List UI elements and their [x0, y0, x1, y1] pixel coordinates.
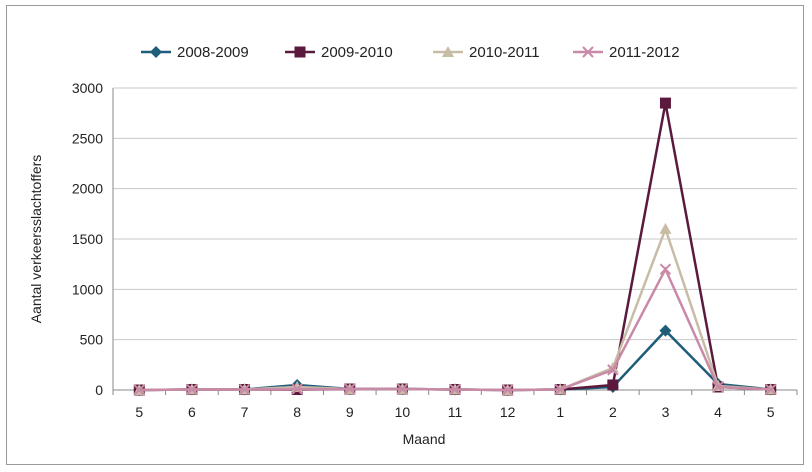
data-point-stroke [659, 263, 672, 275]
data-point-stroke [607, 364, 619, 376]
y-tick-label: 500 [80, 332, 104, 348]
y-tick-label: 1500 [72, 231, 103, 247]
data-point-stroke [291, 383, 303, 395]
x-tick-label: 4 [714, 404, 722, 420]
data-point-stroke [186, 383, 198, 396]
data-point [607, 379, 619, 391]
legend-item: 2009-2010 [285, 44, 393, 61]
data-point [449, 383, 461, 396]
data-point [294, 46, 306, 58]
x-tick-label: 3 [662, 404, 670, 420]
data-point-stroke [501, 384, 514, 396]
data-point [186, 383, 198, 396]
legend-label: 2011-2012 [609, 44, 680, 61]
data-point [501, 384, 514, 396]
data-point [582, 46, 594, 58]
y-tick-label: 0 [95, 382, 103, 398]
x-tick-label: 12 [500, 404, 516, 420]
x-tick-label: 2 [609, 404, 617, 420]
legend-label: 2010-2011 [469, 44, 540, 61]
data-point [238, 383, 251, 396]
legend-item: 2011-2012 [573, 44, 680, 61]
legend-item: 2010-2011 [433, 44, 540, 61]
data-point-stroke [238, 383, 251, 396]
series-group [133, 97, 777, 396]
data-point-stroke [764, 383, 777, 396]
x-tick-label: 9 [346, 404, 354, 420]
gridlines [113, 87, 797, 341]
series-line [139, 225, 771, 392]
data-point [659, 263, 672, 275]
series-2010-2011 [133, 222, 777, 395]
data-point [291, 383, 303, 395]
data-point [344, 383, 356, 395]
x-tick-label: 8 [293, 404, 301, 420]
data-point [659, 222, 672, 234]
y-tick-label: 1000 [72, 281, 103, 297]
data-point-stroke [554, 383, 566, 396]
data-point [396, 383, 409, 395]
legend-item: 2008-2009 [141, 44, 249, 61]
legend: 2008-2009 2009-2010 2010-2011 2011-2012 [141, 44, 680, 61]
data-point-stroke [344, 383, 356, 395]
data-point-stroke [712, 381, 724, 393]
data-point [712, 381, 724, 393]
data-point [150, 46, 162, 58]
data-point-stroke [582, 46, 594, 58]
x-tick-label: 11 [448, 404, 463, 420]
legend-label: 2009-2010 [321, 44, 393, 61]
x-tick-label: 5 [767, 404, 775, 420]
x-axis-title: Maand [403, 431, 446, 447]
series-line [139, 266, 771, 392]
chart-frame: 0 500 1000 1500 2000 2500 3000 5 6 7 8 9 10 11 12 1 2 3 4… [6, 5, 804, 465]
series-2009-2010 [133, 97, 777, 396]
data-point-stroke [449, 383, 461, 396]
y-tick-labels: 0 500 1000 1500 2000 2500 3000 [72, 80, 103, 398]
x-tick-label: 10 [395, 404, 411, 420]
x-tick-label: 1 [556, 404, 564, 420]
data-point-stroke [396, 383, 409, 395]
data-point [133, 384, 146, 396]
y-tick-label: 2500 [72, 130, 103, 146]
y-tick-label: 3000 [72, 80, 103, 96]
y-axis-title: Aantal verkeersslachtoffers [28, 155, 44, 324]
x-tick-label: 5 [135, 404, 143, 420]
data-point [764, 383, 777, 396]
axes [112, 88, 798, 395]
x-tick-label: 6 [188, 404, 196, 420]
data-point [607, 364, 619, 376]
data-point [442, 46, 454, 57]
series-line [139, 102, 771, 392]
legend-label: 2008-2009 [177, 44, 249, 61]
data-point [659, 97, 671, 109]
x-tick-labels: 5 6 7 8 9 10 11 12 1 2 3 4 5 [135, 404, 774, 420]
data-point-stroke [133, 384, 146, 396]
data-point [554, 383, 566, 396]
series-2011-2012 [133, 263, 777, 396]
data-point [659, 324, 672, 337]
x-tick-label: 7 [241, 404, 249, 420]
y-tick-label: 2000 [72, 181, 103, 197]
